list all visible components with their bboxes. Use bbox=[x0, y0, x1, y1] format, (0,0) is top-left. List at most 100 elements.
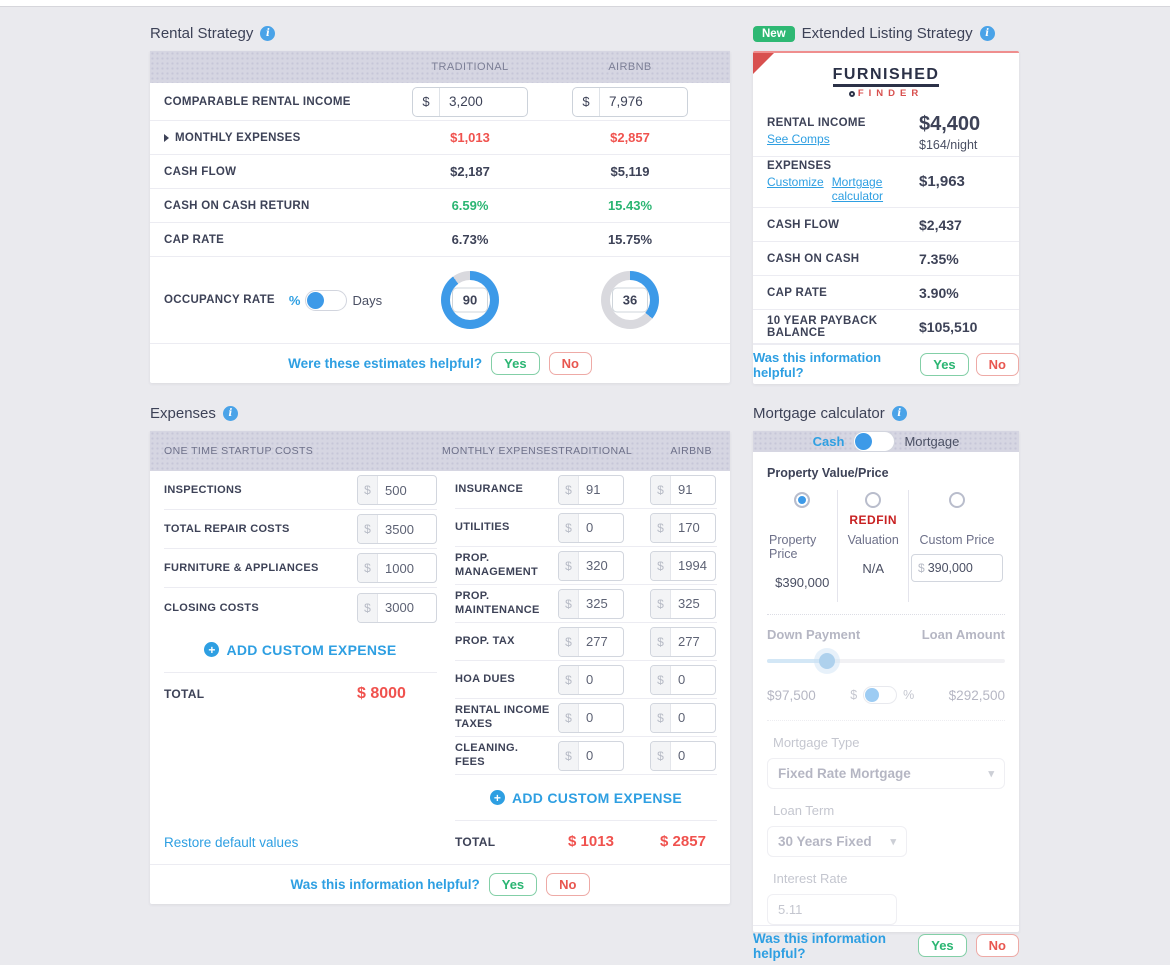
row-label: CASH FLOW bbox=[767, 218, 840, 231]
info-icon[interactable] bbox=[979, 26, 995, 41]
down-payment-slider[interactable] bbox=[767, 652, 1005, 670]
down-payment-slider-knob[interactable] bbox=[818, 653, 835, 669]
rental-income-airbnb-input[interactable]: $ bbox=[572, 86, 688, 117]
dollar-percent-toggle[interactable] bbox=[863, 686, 898, 704]
insurance-traditional-input[interactable]: $ bbox=[558, 474, 624, 505]
currency-prefix: $ bbox=[358, 515, 378, 543]
repair-costs-input[interactable]: $ bbox=[357, 514, 437, 544]
interest-rate-input[interactable] bbox=[767, 894, 897, 925]
closing-costs-value[interactable] bbox=[378, 593, 436, 622]
utilities-traditional-input[interactable]: $ bbox=[558, 512, 624, 543]
toggle-label-mortgage[interactable]: Mortgage bbox=[904, 434, 960, 449]
prop-maintenance-traditional-value[interactable] bbox=[579, 589, 623, 618]
custom-price-radio[interactable] bbox=[949, 492, 965, 508]
property-price-radio[interactable] bbox=[794, 492, 811, 508]
inspections-value[interactable] bbox=[378, 476, 436, 504]
toggle-label-dollar[interactable]: $ bbox=[850, 688, 858, 702]
customize-link[interactable]: Customize bbox=[767, 175, 824, 190]
add-custom-expense-monthly[interactable]: ADD CUSTOM EXPENSE bbox=[455, 775, 717, 820]
prop-tax-airbnb-input[interactable]: $ bbox=[650, 626, 716, 657]
see-comps-link[interactable]: See Comps bbox=[767, 132, 830, 147]
yes-button[interactable]: Yes bbox=[491, 352, 540, 375]
info-icon[interactable] bbox=[222, 406, 238, 421]
furniture-value[interactable] bbox=[378, 554, 436, 582]
percent-days-toggle[interactable] bbox=[305, 289, 348, 311]
prop-management-traditional-input[interactable]: $ bbox=[558, 550, 624, 581]
loan-term-select[interactable]: 30 Years Fixed bbox=[767, 826, 907, 857]
option-custom-price: Custom Price $ bbox=[908, 490, 1005, 602]
yes-button[interactable]: Yes bbox=[920, 353, 969, 376]
no-button[interactable]: No bbox=[975, 934, 1019, 957]
cleaning-fees-traditional-value[interactable] bbox=[579, 741, 623, 770]
prop-tax-airbnb-value[interactable] bbox=[671, 627, 715, 656]
custom-price-value[interactable] bbox=[927, 561, 1002, 575]
insurance-airbnb-value[interactable] bbox=[671, 475, 715, 504]
rental-taxes-traditional-input[interactable]: $ bbox=[558, 702, 624, 733]
utilities-airbnb-value[interactable] bbox=[671, 513, 715, 542]
yes-button[interactable]: Yes bbox=[918, 934, 967, 957]
rental-income-per-night: $164/night bbox=[919, 137, 978, 152]
cash-mortgage-toggle[interactable] bbox=[853, 431, 896, 452]
prop-maintenance-airbnb-value[interactable] bbox=[671, 589, 715, 618]
toggle-label-cash[interactable]: Cash bbox=[812, 434, 845, 449]
rental-taxes-traditional-value[interactable] bbox=[579, 703, 623, 732]
cleaning-fees-airbnb-input[interactable]: $ bbox=[650, 740, 716, 771]
interest-rate-label: Interest Rate bbox=[773, 871, 848, 886]
closing-costs-input[interactable]: $ bbox=[357, 592, 437, 623]
table-row-monthly-expenses[interactable]: MONTHLY EXPENSES $1,013 $2,857 bbox=[150, 121, 730, 155]
utilities-traditional-value[interactable] bbox=[579, 513, 623, 542]
inspections-input[interactable]: $ bbox=[357, 475, 437, 505]
expand-arrow-icon[interactable] bbox=[164, 133, 169, 142]
mortgage-calculator-link[interactable]: Mortgage calculator bbox=[831, 175, 884, 204]
occupancy-value-traditional[interactable]: 90 bbox=[452, 287, 488, 313]
rental-income-airbnb-value[interactable] bbox=[600, 87, 687, 116]
info-icon[interactable] bbox=[260, 26, 276, 41]
insurance-airbnb-input[interactable]: $ bbox=[650, 474, 716, 505]
prop-tax-traditional-input[interactable]: $ bbox=[558, 626, 624, 657]
option-label: Valuation bbox=[847, 533, 899, 547]
row-cash-on-cash: CASH ON CASH 7.35% bbox=[753, 242, 1019, 276]
hoa-dues-airbnb-value[interactable] bbox=[671, 665, 715, 694]
prop-management-traditional-value[interactable] bbox=[579, 551, 623, 580]
no-button[interactable]: No bbox=[548, 352, 592, 375]
prop-maintenance-traditional-input[interactable]: $ bbox=[558, 588, 624, 619]
prop-management-airbnb-input[interactable]: $ bbox=[650, 550, 716, 581]
prop-management-airbnb-value[interactable] bbox=[671, 551, 715, 580]
property-value-label: Property Value/Price bbox=[767, 466, 889, 480]
rental-taxes-airbnb-input[interactable]: $ bbox=[650, 702, 716, 733]
insurance-traditional-value[interactable] bbox=[579, 475, 623, 504]
repair-costs-value[interactable] bbox=[378, 515, 436, 543]
hoa-dues-airbnb-input[interactable]: $ bbox=[650, 664, 716, 695]
slider-track[interactable] bbox=[767, 659, 1005, 663]
utilities-airbnb-input[interactable]: $ bbox=[650, 512, 716, 543]
rental-taxes-airbnb-value[interactable] bbox=[671, 703, 715, 732]
cleaning-fees-traditional-input[interactable]: $ bbox=[558, 740, 624, 771]
occupancy-value-airbnb[interactable]: 36 bbox=[612, 287, 648, 313]
info-icon[interactable] bbox=[891, 406, 907, 421]
hoa-dues-traditional-value[interactable] bbox=[579, 665, 623, 694]
divider bbox=[767, 614, 1005, 615]
toggle-label-days[interactable]: Days bbox=[352, 292, 383, 308]
toggle-label-percent[interactable]: % bbox=[903, 688, 915, 702]
no-button[interactable]: No bbox=[546, 873, 590, 896]
cleaning-fees-airbnb-value[interactable] bbox=[671, 741, 715, 770]
startup-row-furniture: FURNITURE & APPLIANCES $ bbox=[164, 549, 437, 588]
no-button[interactable]: No bbox=[975, 353, 1019, 376]
yes-button[interactable]: Yes bbox=[488, 873, 538, 896]
prop-tax-traditional-value[interactable] bbox=[579, 627, 623, 656]
restore-defaults-link[interactable]: Restore default values bbox=[164, 835, 299, 850]
value-traditional: $2,187 bbox=[450, 164, 490, 179]
rental-income-traditional-input[interactable]: $ bbox=[412, 86, 528, 117]
toggle-label-percent[interactable]: % bbox=[288, 292, 301, 308]
custom-price-input[interactable]: $ bbox=[911, 554, 1003, 582]
row-label: HOA DUES bbox=[455, 672, 516, 685]
hoa-dues-traditional-input[interactable]: $ bbox=[558, 664, 624, 695]
currency-prefix: $ bbox=[651, 627, 671, 656]
add-custom-expense-startup[interactable]: ADD CUSTOM EXPENSE bbox=[164, 627, 437, 672]
row-cash-flow: CASH FLOW $2,437 bbox=[753, 208, 1019, 242]
furniture-input[interactable]: $ bbox=[357, 553, 437, 583]
mortgage-type-select[interactable]: Fixed Rate Mortgage bbox=[767, 758, 1005, 789]
rental-income-traditional-value[interactable] bbox=[440, 87, 527, 116]
prop-maintenance-airbnb-input[interactable]: $ bbox=[650, 588, 716, 619]
valuation-radio[interactable] bbox=[865, 492, 882, 508]
